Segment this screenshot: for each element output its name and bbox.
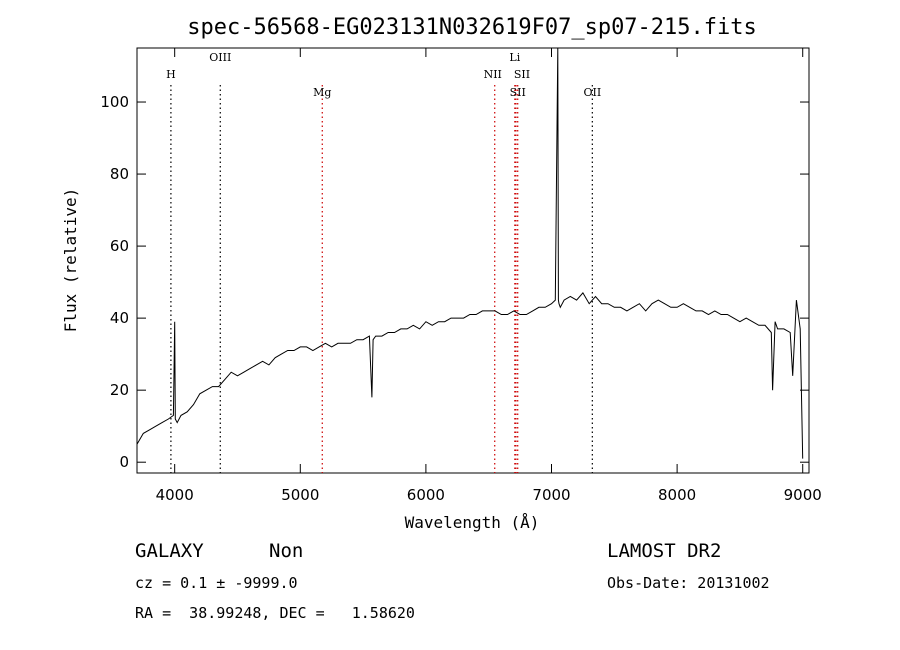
y-axis-label: Flux (relative) <box>61 188 80 333</box>
plot-frame <box>136 47 810 474</box>
x-tick-label: 9000 <box>784 486 822 504</box>
line-marker-label: NII <box>484 68 502 81</box>
x-tick-label: 6000 <box>407 486 445 504</box>
object-subclass: Non <box>269 540 304 562</box>
line-marker-label: SII <box>514 68 530 81</box>
y-tick-label: 20 <box>110 381 129 399</box>
x-tick-label: 4000 <box>156 486 194 504</box>
redshift-line: cz = 0.1 ± -9999.0 <box>135 574 298 592</box>
x-tick-label: 7000 <box>532 486 570 504</box>
y-tick-label: 40 <box>110 309 129 327</box>
y-tick-label: 60 <box>110 237 129 255</box>
object-class: GALAXY <box>135 540 204 562</box>
ra-dec-line: RA = 38.99248, DEC = 1.58620 <box>135 604 415 622</box>
line-marker-label: Li <box>509 51 520 64</box>
x-axis-label: Wavelength (Å) <box>405 513 540 532</box>
line-marker-label: SII <box>510 86 526 99</box>
x-tick-label: 5000 <box>281 486 319 504</box>
line-marker-label: Mg <box>313 86 331 99</box>
line-marker-label: H <box>166 68 176 81</box>
y-tick-label: 0 <box>119 453 129 471</box>
chart-title: spec-56568-EG023131N032619F07_sp07-215.f… <box>187 15 757 40</box>
y-tick-label: 100 <box>100 93 129 111</box>
obs-date: Obs-Date: 20131002 <box>607 574 770 592</box>
y-tick-label: 80 <box>110 165 129 183</box>
survey-label: LAMOST DR2 <box>607 540 722 562</box>
line-marker-label: OII <box>583 86 601 99</box>
x-tick-label: 8000 <box>658 486 696 504</box>
line-markers: H OIII Mg NII Li SII SII OII <box>166 51 601 473</box>
line-marker-label: OIII <box>209 51 231 64</box>
spectrum-series-line <box>136 47 804 459</box>
axis-ticks: 4000 5000 6000 7000 8000 9000 0 20 40 60 80 100 <box>100 48 822 504</box>
